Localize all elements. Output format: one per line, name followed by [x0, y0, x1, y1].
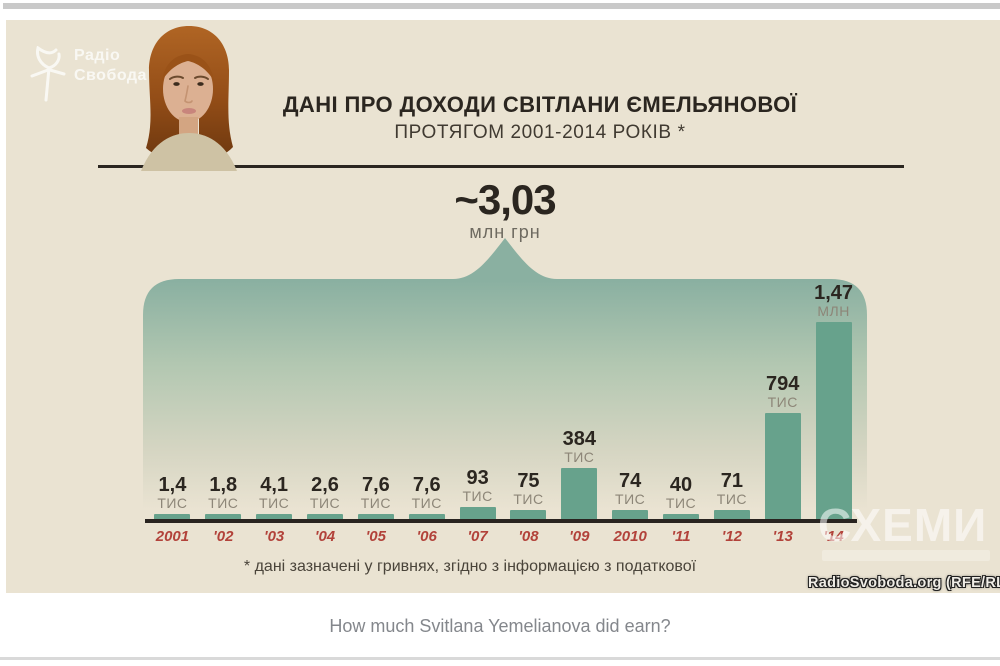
bar-column: 40 ТИС — [656, 475, 707, 520]
bar-value-label: 1,47 — [814, 282, 854, 304]
x-axis-tick-label: '04 — [314, 528, 336, 545]
bar-unit-label: ТИС — [767, 394, 798, 410]
x-axis-tick-label: '07 — [467, 528, 488, 545]
bar-value-label: 794 — [766, 373, 800, 395]
bar-unit-label: ТИС — [360, 495, 391, 511]
x-axis-tick-label: '02 — [213, 528, 234, 545]
bar-chart: 1,4 ТИС 1,8 ТИС 4,1 ТИС 2,6 ТИС 7,6 ТИС 7,6 ТИС 93 ТИ… — [147, 283, 859, 520]
portrait-photo — [141, 26, 237, 171]
page-caption: How much Svitlana Yemelianova did earn? — [329, 616, 671, 636]
x-axis-tick-label: '08 — [518, 528, 539, 545]
bar-column: 75 ТИС — [503, 471, 554, 520]
bar-column: 71 ТИС — [706, 471, 757, 520]
x-axis-tick-label: '13 — [772, 528, 793, 545]
bar-column: 7,6 ТИС — [401, 475, 452, 520]
bar-value-label: 2,6 — [311, 474, 339, 496]
bar — [256, 514, 293, 520]
bar-unit-label: ТИС — [411, 495, 442, 511]
total-income-unit: млн грн — [469, 222, 541, 242]
bar-unit-label: ТИС — [615, 491, 646, 507]
bar-unit-label: ТИС — [208, 495, 239, 511]
bar-column: 74 ТИС — [605, 471, 656, 520]
skhemy-watermark-subline — [822, 550, 990, 561]
bottom-divider — [0, 657, 1000, 660]
bar-value-label: 71 — [720, 470, 743, 492]
x-axis-tick-label: 2001 — [155, 528, 190, 545]
bar — [713, 510, 750, 520]
x-axis-tick-label: '06 — [416, 528, 437, 545]
bar-value-label: 1,8 — [209, 474, 238, 496]
logo-line2: Свобода — [74, 67, 147, 84]
x-axis-tick-label: '05 — [365, 528, 386, 545]
bar-value-label: 93 — [466, 467, 489, 489]
logo-text: Радіо Свобода — [74, 46, 147, 86]
bar — [510, 510, 547, 520]
x-axis-tick-label: '12 — [721, 528, 743, 545]
bar-column: 7,6 ТИС — [350, 475, 401, 520]
bar-unit-label: ТИС — [716, 491, 747, 507]
source-credit: RadioSvoboda.org (RFE/RL — [808, 575, 1000, 591]
bar-unit-label: ТИС — [564, 449, 595, 465]
torch-icon — [30, 46, 66, 102]
bar-unit-label: ТИС — [513, 491, 544, 507]
bar-value-label: 384 — [562, 428, 596, 450]
total-income-value: ~3,03 — [454, 176, 556, 223]
bar-column: 794 ТИС — [757, 374, 808, 520]
bar — [663, 514, 700, 520]
bar-unit-label: ТИС — [665, 495, 697, 511]
total-income-shape — [143, 238, 867, 521]
bar-column: 1,4 ТИС — [147, 475, 198, 520]
x-axis-tick-label: 2010 — [613, 528, 647, 545]
bar-value-label: 7,6 — [361, 474, 390, 496]
bar-column: 2,6 ТИС — [300, 475, 351, 520]
bar — [307, 514, 343, 520]
bar — [154, 514, 191, 520]
bar-value-label: 75 — [517, 470, 540, 492]
x-axis-tick-label: '03 — [264, 528, 285, 545]
bar-value-label: 4,1 — [260, 474, 289, 496]
radio-svoboda-logo: Радіо Свобода — [26, 46, 147, 102]
chart-subtitle: ПРОТЯГОМ 2001-2014 РОКІВ * — [394, 122, 686, 143]
top-divider — [3, 3, 1000, 9]
bar — [459, 507, 496, 520]
bar — [561, 468, 598, 520]
title-underline — [98, 165, 904, 168]
x-axis-labels: 2001 '02 '03 '04 '05 '06 '07 '08 '09 2010 '11 '12 '1… — [147, 528, 859, 545]
bar-unit-label: ТИС — [309, 495, 341, 511]
bar-column: 384 ТИС — [554, 429, 605, 520]
bar-column: 1,47 МЛН — [808, 283, 859, 520]
bar-unit-label: ТИС — [157, 495, 188, 511]
bar — [815, 322, 852, 520]
bar-value-label: 1,4 — [158, 474, 187, 496]
bar-value-label: 74 — [619, 470, 642, 492]
bar-column: 4,1 ТИС — [249, 475, 300, 520]
bar — [205, 514, 242, 520]
bar-value-label: 40 — [669, 474, 693, 496]
bar-column: 1,8 ТИС — [198, 475, 249, 520]
bar-value-label: 7,6 — [412, 474, 441, 496]
x-axis-tick-label: '09 — [569, 528, 590, 545]
chart-title: ДАНІ ПРО ДОХОДИ СВІТЛАНИ ЄМЕЛЬЯНОВОЇ — [282, 92, 798, 117]
bar — [357, 514, 394, 520]
bar-unit-label: МЛН — [817, 303, 850, 319]
bar-column: 93 ТИС — [452, 468, 503, 520]
bar-unit-label: ТИС — [462, 488, 493, 504]
x-axis-tick-label: '11 — [671, 528, 691, 545]
skhemy-watermark: СХЕМИ — [818, 499, 988, 551]
bar — [408, 514, 445, 520]
footnote: * дані зазначені у гривнях, згідно з інф… — [243, 558, 697, 575]
logo-line1: Радіо — [74, 47, 121, 64]
x-axis-line — [145, 519, 857, 523]
x-axis-tick-label: '14 — [823, 528, 844, 545]
bar — [764, 413, 801, 520]
bar-unit-label: ТИС — [259, 495, 290, 511]
bar — [612, 510, 649, 520]
